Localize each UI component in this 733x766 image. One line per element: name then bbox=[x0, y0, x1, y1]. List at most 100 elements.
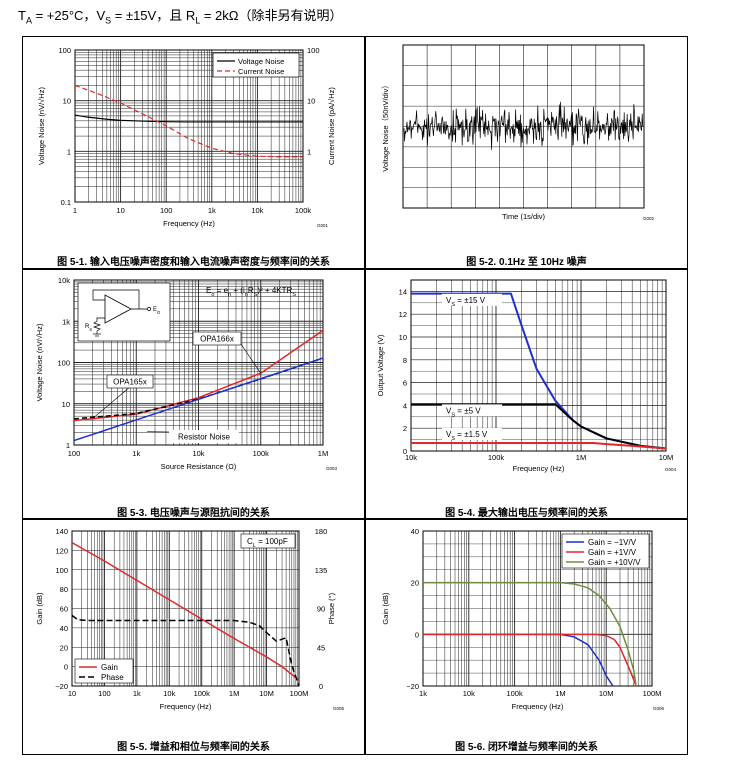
rs-label: RS bbox=[85, 324, 92, 332]
figure-5-1-panel: 1 10 100 1k 10k 100k 0.1 1 10 100 1 10 100 Frequency … bbox=[22, 36, 365, 269]
legend-label: Gain = −1V/V bbox=[588, 538, 637, 547]
x-tick-label: 10k bbox=[405, 453, 417, 462]
figure-code: G002 bbox=[643, 216, 655, 221]
y-tick-label: 10k bbox=[58, 276, 70, 285]
vs-label: VS = ±5 V bbox=[446, 406, 481, 418]
plot-frame bbox=[410, 279, 667, 452]
x-tick-label: 10M bbox=[599, 689, 614, 698]
figure-5-4-panel: 10k 100k 1M 10M 0 2 4 6 8 10 12 14 Frequency (Hz) Out… bbox=[365, 269, 688, 519]
plot-frame bbox=[71, 530, 300, 687]
x-axis-title: Source Resistance (Ω) bbox=[161, 462, 237, 471]
eo-label: EO bbox=[153, 307, 161, 315]
x-tick-label: 1k bbox=[132, 449, 140, 458]
x-tick-label: 1M bbox=[318, 449, 328, 458]
y2-axis-title: Phase (°) bbox=[327, 592, 336, 624]
y-tick-label: 1k bbox=[62, 317, 70, 326]
opamp-symbol bbox=[104, 294, 132, 324]
vs-label: VS = ±1.5 V bbox=[446, 430, 488, 442]
y-tick-label: 100 bbox=[58, 46, 71, 55]
y2-tick-label: 45 bbox=[317, 643, 325, 652]
figure-5-6-chart: 1k 10k 100k 1M 10M 100M −20 0 20 40 Frequency (Hz)… bbox=[381, 527, 665, 711]
legend-box bbox=[212, 52, 300, 78]
y-tick-label: 0 bbox=[64, 663, 68, 672]
y-tick-label: 100 bbox=[57, 359, 70, 368]
y-axis-title: Gain (dB) bbox=[381, 592, 390, 625]
y-tick-label: 10 bbox=[399, 333, 407, 342]
y-axis-title: Voltage Noise (nV/√Hz) bbox=[37, 87, 46, 165]
figure-5-5-chart: 10 100 1k 10k 100k 1M 10M 100M −20 0 20 40 60 80 100 12… bbox=[35, 527, 344, 711]
y-tick-label: 40 bbox=[411, 527, 419, 536]
legend-label: Gain bbox=[101, 663, 118, 672]
y-axis-title: Voltage Noise（50nV/div） bbox=[381, 81, 390, 171]
y-tick-label: 6 bbox=[403, 379, 407, 388]
cl-note-box bbox=[240, 533, 296, 549]
x-tick-label: 100k bbox=[253, 449, 270, 458]
x-axis-title: Frequency (Hz) bbox=[160, 702, 212, 711]
figure-5-3-caption: 图 5-3. 电压噪声与源阻抗间的关系 bbox=[117, 508, 270, 519]
series-opa166x bbox=[73, 329, 324, 422]
x-tick-label: 1M bbox=[555, 689, 565, 698]
x-tick-label: 10M bbox=[659, 453, 674, 462]
y-tick-label: 40 bbox=[60, 624, 68, 633]
x-tick-label: 10k bbox=[463, 689, 475, 698]
y-tick-label: 0.1 bbox=[61, 198, 71, 207]
annotation-leader bbox=[240, 343, 261, 374]
y-tick-label: −20 bbox=[406, 682, 419, 691]
series-line bbox=[423, 581, 637, 687]
y-tick-label: 4 bbox=[403, 401, 407, 410]
figure-5-4-caption: 图 5-4. 最大输出电压与频率间的关系 bbox=[445, 508, 608, 519]
figure-5-2-panel: Time (1s/div) Voltage Noise（50nV/div） G002… bbox=[365, 36, 688, 269]
legend-label: Gain = +10V/V bbox=[588, 558, 641, 567]
figure-5-4-chart: 10k 100k 1M 10M 0 2 4 6 8 10 12 14 Frequency (Hz) Out… bbox=[376, 279, 676, 473]
figure-5-6-caption: 图 5-6. 闭环增益与频率间的关系 bbox=[455, 742, 598, 753]
grid bbox=[74, 50, 303, 203]
plot-frame bbox=[402, 44, 645, 209]
y-axis-title: Output Voltage (V) bbox=[376, 334, 385, 396]
conditions-header: TA = +25°C，VS = ±15V，且 RL = 2kΩ（除非另有说明） bbox=[18, 8, 343, 26]
vs-label-bg bbox=[442, 404, 502, 417]
y2-tick-label: 135 bbox=[315, 566, 328, 575]
legend-label: Gain = +1V/V bbox=[588, 548, 637, 557]
legend-label: Voltage Noise bbox=[238, 57, 284, 66]
y-tick-label: 12 bbox=[399, 310, 407, 319]
legend-label: Phase bbox=[101, 673, 124, 682]
figure-5-3-chart: 100 1k 10k 100k 1M 1 10 100 1k 10k Source Resistan… bbox=[35, 276, 338, 471]
y2-tick-label: 0 bbox=[319, 682, 323, 691]
y-axis-title: Gain (dB) bbox=[35, 592, 44, 625]
x-axis-title: Frequency (Hz) bbox=[163, 219, 215, 228]
y-tick-label: 140 bbox=[55, 527, 68, 536]
x-tick-label: 100k bbox=[488, 453, 505, 462]
y-tick-label: 120 bbox=[55, 546, 68, 555]
x-tick-label: 100k bbox=[194, 689, 211, 698]
figure-5-2-caption: 图 5-2. 0.1Hz 至 10Hz 噪声 bbox=[466, 257, 587, 268]
vs-label: VS = ±15 V bbox=[446, 296, 486, 308]
series-line bbox=[423, 633, 637, 687]
figure-code: G006 bbox=[653, 706, 665, 711]
x-tick-label: 1M bbox=[576, 453, 586, 462]
series-voltage-noise bbox=[74, 114, 303, 123]
annotation-box bbox=[192, 331, 242, 346]
x-tick-label: 100M bbox=[643, 689, 662, 698]
x-tick-label: 1k bbox=[133, 689, 141, 698]
series-gain bbox=[71, 541, 300, 681]
schematic-inset: RS EO bbox=[77, 282, 171, 342]
x-tick-label: 1k bbox=[419, 689, 427, 698]
x-tick-label: 10k bbox=[251, 206, 263, 215]
y-tick-label: 14 bbox=[399, 287, 407, 296]
series-line bbox=[411, 442, 667, 450]
annotation-0: OPA166x bbox=[192, 331, 261, 374]
series-current-noise bbox=[74, 84, 303, 158]
y2-tick-label: 1 bbox=[307, 147, 311, 156]
x-tick-label: 100 bbox=[98, 689, 111, 698]
y-tick-label: 1 bbox=[67, 147, 71, 156]
x-tick-label: 10 bbox=[68, 689, 76, 698]
y2-tick-label: 10 bbox=[307, 97, 315, 106]
noise-trace bbox=[403, 101, 644, 150]
resistor-symbol bbox=[92, 317, 105, 334]
vs-label-bg bbox=[442, 428, 502, 440]
figure-code: G003 bbox=[326, 466, 338, 471]
y-tick-label: 0 bbox=[415, 630, 419, 639]
x-tick-label: 100 bbox=[160, 206, 173, 215]
